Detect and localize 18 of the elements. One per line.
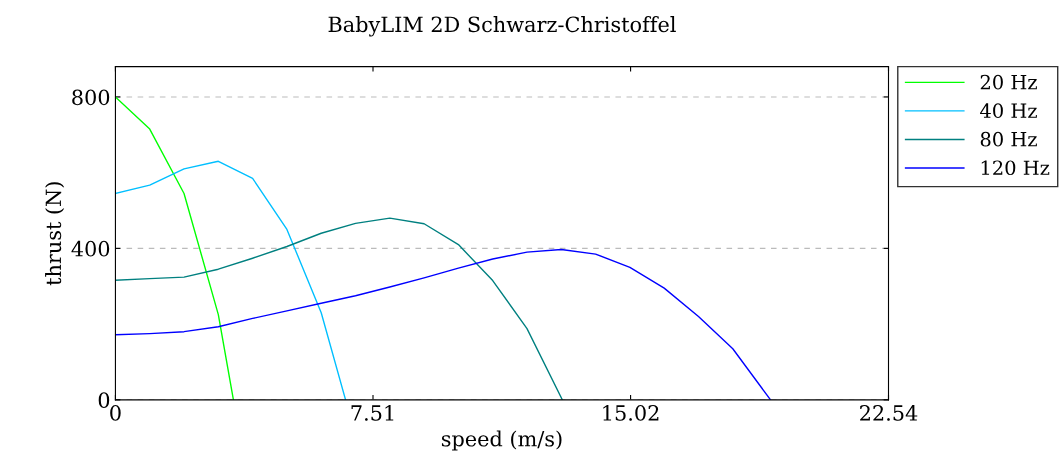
y-axis-title: thrust (N)	[45, 182, 65, 286]
line-series	[115, 160, 347, 400]
y-tick-label: 400	[71, 240, 110, 257]
legend-label: 120 Hz	[981, 160, 1050, 176]
line-series	[115, 96, 235, 400]
legend-label: 40 Hz	[980, 103, 1037, 119]
x-axis-title: speed (m/s)	[441, 430, 562, 451]
legend-label: 80 Hz	[980, 131, 1037, 147]
y-tick-label: 800	[72, 89, 110, 106]
x-tick-label: 22.54	[860, 405, 918, 421]
legend-label: 20 Hz	[980, 74, 1037, 90]
x-tick-label: 15.02	[603, 405, 659, 421]
y-tick-label: 0	[98, 392, 110, 409]
x-tick-label: 7.51	[351, 405, 394, 421]
x-tick-label: 0	[110, 405, 121, 421]
line-series	[115, 217, 564, 400]
line-series	[115, 248, 772, 400]
chart-title: BabyLIM 2D Schwarz-Christoffel	[328, 16, 676, 37]
